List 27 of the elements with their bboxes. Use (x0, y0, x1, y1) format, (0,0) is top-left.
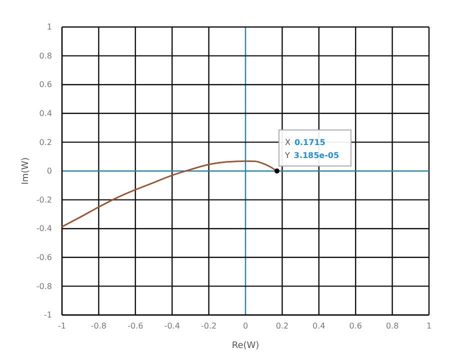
y-tick-label: -1 (44, 310, 52, 320)
y-tick-label: -0.4 (36, 224, 52, 234)
annotation: X 0.1715 (284, 138, 326, 147)
y-tick-label: 1 (46, 22, 52, 32)
x-tick-label: 0 (242, 322, 248, 331)
x-tick-label: -1 (58, 322, 66, 331)
x-axis-title: Re(W) (232, 341, 260, 351)
y-tick-label: -0.2 (36, 195, 52, 204)
y-tick-label: -0.6 (36, 252, 52, 262)
x-tick-label: 0.6 (349, 322, 362, 331)
y-axis-title: Im(W) (21, 157, 31, 185)
line-series (61, 160, 278, 228)
y-tick-label: 0.4 (39, 108, 52, 118)
y-tick-label: 0.6 (39, 80, 52, 90)
y-tick-label: 0.2 (39, 138, 52, 147)
x-tick-label: -0.4 (164, 322, 180, 331)
annotation: Y 3.185e-05 (284, 150, 340, 160)
y-tick-label: 0.8 (39, 51, 52, 60)
x-tick-label: 0.4 (312, 322, 326, 331)
y-tick-label: -0.8 (36, 282, 52, 291)
x-tick-label: -0.6 (128, 322, 144, 331)
x-tick-label: 0.2 (276, 322, 289, 331)
x-tick-label: -0.2 (200, 322, 217, 331)
y-tick-label: 0 (46, 166, 52, 176)
x-tick-label: -0.8 (90, 322, 107, 331)
x-tick-label: 1 (426, 322, 432, 331)
x-tick-label: 0.8 (386, 322, 399, 331)
